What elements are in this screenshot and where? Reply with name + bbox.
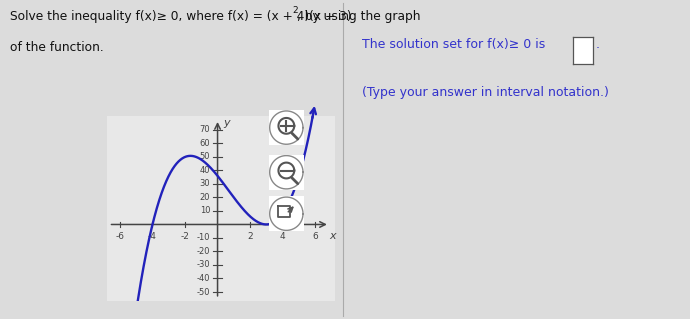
- Text: -10: -10: [197, 234, 210, 242]
- Text: (Type your answer in interval notation.): (Type your answer in interval notation.): [362, 86, 609, 99]
- Text: -20: -20: [197, 247, 210, 256]
- Text: .: .: [595, 38, 600, 51]
- Text: 2: 2: [247, 232, 253, 241]
- Text: x: x: [330, 231, 336, 241]
- Text: Solve the inequality f(x)≥ 0, where f(x) = (x + 4)(x − 3): Solve the inequality f(x)≥ 0, where f(x)…: [10, 10, 352, 23]
- Text: 10: 10: [199, 206, 210, 215]
- Text: -50: -50: [197, 287, 210, 296]
- Text: 20: 20: [199, 193, 210, 202]
- Text: , by using the graph: , by using the graph: [297, 10, 420, 23]
- Text: y: y: [224, 118, 230, 129]
- Text: 6: 6: [313, 232, 318, 241]
- Text: -40: -40: [197, 274, 210, 283]
- Text: -2: -2: [181, 232, 190, 241]
- Text: 60: 60: [199, 139, 210, 148]
- Text: 30: 30: [199, 180, 210, 189]
- Text: The solution set for f(x)≥ 0 is: The solution set for f(x)≥ 0 is: [362, 38, 546, 51]
- Text: 2: 2: [292, 6, 297, 15]
- Text: 70: 70: [199, 125, 210, 134]
- Text: -30: -30: [197, 261, 210, 270]
- Text: 40: 40: [199, 166, 210, 175]
- Text: -4: -4: [148, 232, 157, 241]
- Text: of the function.: of the function.: [10, 41, 104, 55]
- Text: -6: -6: [115, 232, 124, 241]
- Text: 50: 50: [199, 152, 210, 161]
- Text: 4: 4: [279, 232, 286, 241]
